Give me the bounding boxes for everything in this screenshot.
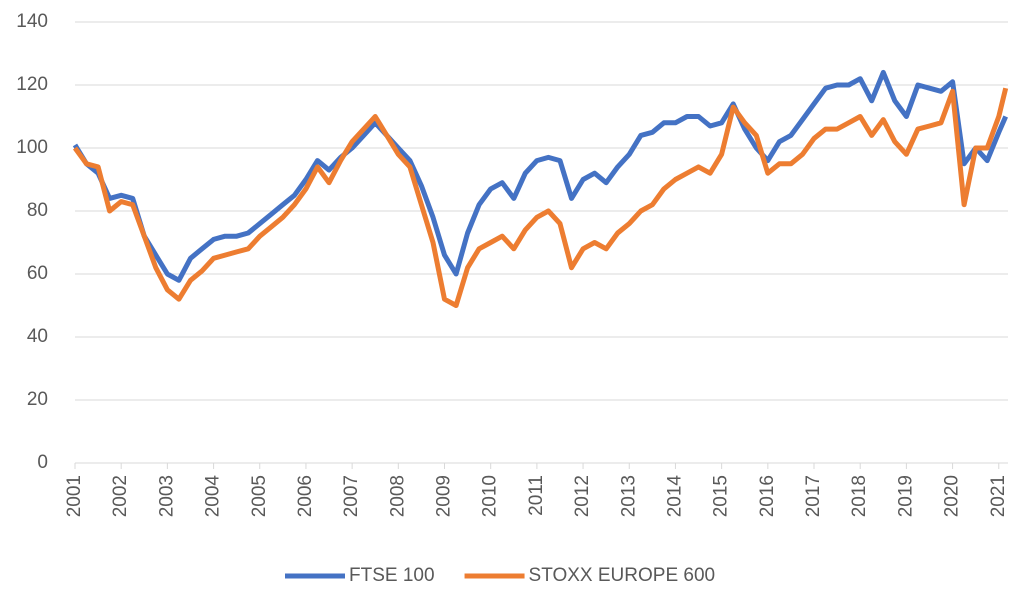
- x-tick-label: 2021: [988, 475, 1009, 517]
- series-line: [72, 69, 1008, 283]
- y-tick-label: 40: [27, 326, 48, 347]
- x-tick-label: 2004: [203, 475, 224, 518]
- x-tick-label: 2009: [434, 475, 455, 517]
- y-tick-label: 100: [16, 137, 48, 158]
- x-tick-label: 2018: [849, 475, 870, 517]
- x-tick-label: 2015: [711, 475, 732, 517]
- y-tick-label: 120: [16, 74, 48, 95]
- y-tick-label: 80: [27, 200, 48, 221]
- x-tick-label: 2017: [803, 475, 824, 517]
- y-tick-label: 20: [27, 389, 48, 410]
- x-tick-label: 2012: [572, 475, 593, 517]
- x-tick-label: 2010: [480, 475, 501, 517]
- y-tick-label: 0: [37, 452, 48, 473]
- x-tick-label: 2008: [387, 475, 408, 517]
- x-tick-label: 2014: [664, 475, 685, 518]
- x-tick-label: 2006: [295, 475, 316, 517]
- x-tick-label: 2016: [757, 475, 778, 517]
- x-tick-label: 2002: [110, 475, 131, 517]
- x-tick-label: 2013: [618, 475, 639, 517]
- y-tick-label: 60: [27, 263, 48, 284]
- x-tick-label: 2003: [156, 475, 177, 517]
- legend-label: FTSE 100: [349, 565, 435, 586]
- x-tick-label: 2019: [895, 475, 916, 517]
- x-tick-label: 2011: [526, 475, 547, 516]
- series-line: [72, 87, 1009, 308]
- x-tick-label: 2020: [942, 475, 963, 517]
- x-tick-label: 2001: [64, 475, 85, 517]
- legend-label: STOXX EUROPE 600: [529, 565, 716, 586]
- x-tick-label: 2005: [249, 475, 270, 517]
- y-tick-label: 140: [16, 11, 48, 32]
- x-tick-label: 2007: [341, 475, 362, 517]
